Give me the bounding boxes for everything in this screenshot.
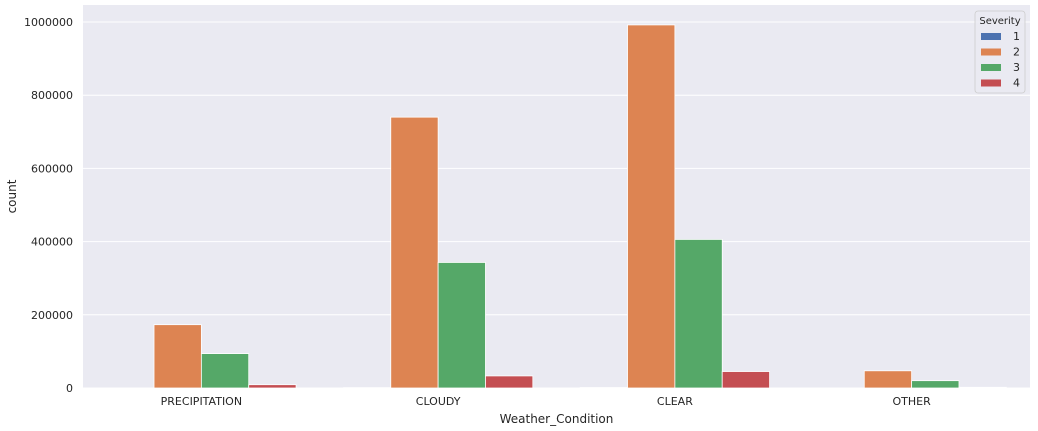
bar — [153, 324, 202, 389]
legend-label: 2 — [1013, 46, 1020, 59]
legend-label: 1 — [1013, 30, 1020, 43]
x-tick-label: CLEAR — [657, 395, 693, 408]
bar — [437, 262, 486, 389]
y-axis-ticks: 0 200000 400000 600000 800000 1000000 — [24, 16, 73, 395]
legend-title: Severity — [979, 16, 1020, 27]
legend-swatch — [981, 33, 1001, 40]
x-axis-label: Weather_Condition — [500, 412, 614, 426]
y-tick-label: 800000 — [31, 89, 73, 102]
bar — [200, 353, 250, 389]
bar — [911, 380, 960, 389]
y-tick-label: 1000000 — [24, 16, 73, 29]
x-axis-ticks: PRECIPITATION CLOUDY CLEAR OTHER — [161, 395, 931, 408]
x-tick-label: CLOUDY — [416, 395, 461, 408]
x-tick-label: PRECIPITATION — [161, 395, 242, 408]
y-tick-label: 200000 — [31, 309, 73, 322]
x-tick-label: OTHER — [893, 395, 932, 408]
y-axis-label: count — [5, 179, 19, 213]
legend-swatch — [981, 79, 1001, 87]
plot-background — [83, 5, 1030, 388]
bar — [390, 116, 439, 389]
y-tick-label: 0 — [66, 382, 73, 395]
legend-label: 3 — [1013, 61, 1020, 74]
legend-swatch — [981, 64, 1001, 71]
bar — [721, 371, 770, 389]
bar — [958, 386, 1007, 389]
legend-label: 4 — [1013, 77, 1020, 90]
bars — [106, 24, 1007, 389]
bar — [248, 384, 297, 389]
bar — [627, 24, 676, 389]
legend: Severity 1 2 3 4 — [974, 10, 1026, 94]
y-tick-label: 600000 — [31, 162, 73, 175]
bar — [674, 239, 723, 389]
bar — [485, 375, 534, 389]
y-tick-label: 400000 — [31, 236, 73, 249]
legend-swatch — [981, 48, 1001, 56]
bar — [863, 370, 913, 389]
